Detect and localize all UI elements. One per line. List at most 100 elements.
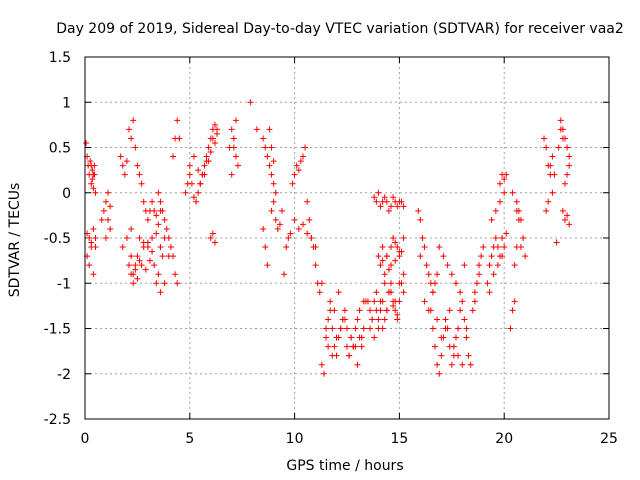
data-point [446,307,453,314]
data-point [232,117,239,124]
data-point [425,271,432,278]
y-tick-label: 1 [62,95,71,111]
data-point [123,158,130,165]
data-point [471,298,478,305]
data-point [434,316,441,323]
data-point [136,257,143,264]
data-point [373,198,380,205]
data-point [383,253,390,260]
data-point [302,144,309,151]
data-point [295,225,302,232]
data-point [350,343,357,350]
data-point [388,203,395,210]
data-point [207,149,214,156]
data-point [312,262,319,269]
data-point [432,343,439,350]
data-point [209,230,216,237]
data-point [149,235,156,241]
data-point [266,126,273,133]
data-point [89,167,96,174]
data-point [272,216,279,223]
data-point [325,316,332,323]
data-point [513,207,520,214]
data-point [105,189,112,196]
data-point [484,280,491,287]
data-point [155,271,162,278]
data-point [134,253,141,260]
data-point [392,239,399,246]
data-point [383,307,390,314]
data-point [308,235,315,241]
y-tick-labels: -2.5 -2 -1.5 -1 -0.5 0 0.5 1 1.5 [44,50,71,428]
data-point [547,162,554,169]
data-point [260,225,267,232]
data-point [295,167,302,174]
data-point [557,126,564,133]
data-point [490,271,497,278]
data-point [461,262,468,269]
data-point [520,235,527,241]
data-point [371,194,378,201]
data-point [566,162,573,169]
data-point [501,189,508,196]
data-point [126,262,133,269]
data-point [279,207,286,214]
data-point [364,298,371,305]
x-tick-label: 25 [600,431,618,447]
data-point [379,244,386,251]
y-tick-label: 0.5 [49,141,71,157]
data-point [157,198,164,205]
data-point [509,189,516,196]
data-point [201,171,208,178]
data-point [285,235,292,241]
data-point [138,180,145,187]
data-point [467,361,474,368]
data-points [83,99,573,377]
data-point [128,225,135,232]
data-point [182,189,189,196]
data-point [329,325,336,332]
data-point [545,198,552,205]
y-tick-label: -2 [57,367,71,383]
y-tick-label: -2.5 [44,412,71,428]
data-point [163,225,170,232]
data-point [388,280,395,287]
data-point [136,235,143,241]
data-point [170,153,177,160]
data-point [276,221,283,228]
data-point [373,289,380,296]
data-point [444,262,451,269]
x-tick-label: 10 [286,431,304,447]
data-point [291,216,298,223]
data-point [144,244,151,251]
data-point [377,298,384,305]
data-point [476,262,483,269]
chart-title: Day 209 of 2019, Sidereal Day-to-day VTE… [56,21,624,37]
data-point [388,244,395,251]
data-point [128,253,135,260]
y-tick-label: -0.5 [44,231,71,247]
data-point [140,239,147,246]
data-point [385,266,392,273]
data-point [283,244,290,251]
data-point [561,216,568,223]
data-point [478,253,485,260]
data-point [476,271,483,278]
data-point [459,298,466,305]
data-point [209,135,216,142]
data-point [214,130,221,137]
data-point [92,189,99,196]
data-point [564,144,571,151]
data-point [455,325,462,332]
data-point [264,153,271,160]
data-point [421,298,428,305]
data-point [559,135,566,142]
data-point [394,244,401,251]
data-point [136,171,143,178]
data-point [348,334,355,341]
x-axis-label: GPS time / hours [286,458,403,474]
data-point [281,271,288,278]
data-point [195,167,202,174]
data-point [511,262,518,269]
data-point [174,117,181,124]
